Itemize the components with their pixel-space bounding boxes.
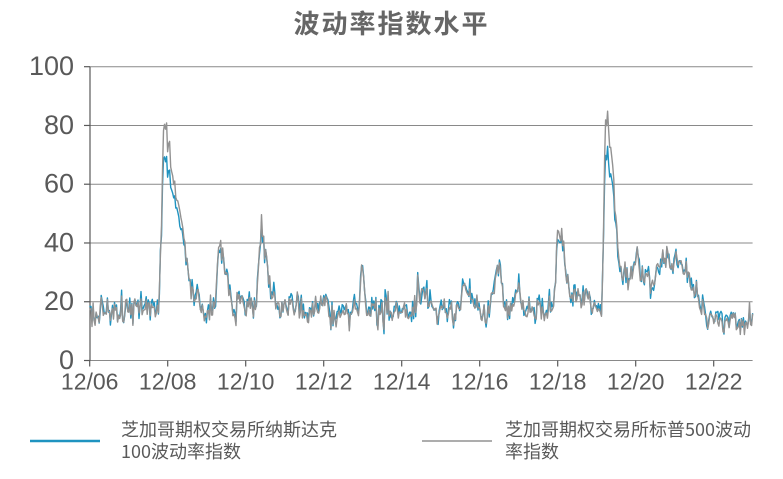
svg-text:20: 20 [44, 286, 74, 316]
svg-text:12/16: 12/16 [451, 369, 509, 395]
svg-text:12/18: 12/18 [529, 369, 587, 395]
svg-text:12/22: 12/22 [685, 369, 743, 395]
svg-text:40: 40 [44, 227, 74, 257]
svg-text:12/10: 12/10 [217, 369, 275, 395]
svg-text:80: 80 [44, 110, 74, 140]
svg-text:12/06: 12/06 [61, 369, 119, 395]
svg-text:100: 100 [29, 51, 74, 81]
svg-text:60: 60 [44, 169, 74, 199]
svg-text:12/08: 12/08 [139, 369, 197, 395]
svg-text:12/14: 12/14 [373, 369, 431, 395]
svg-text:12/20: 12/20 [607, 369, 665, 395]
svg-text:12/12: 12/12 [295, 369, 353, 395]
